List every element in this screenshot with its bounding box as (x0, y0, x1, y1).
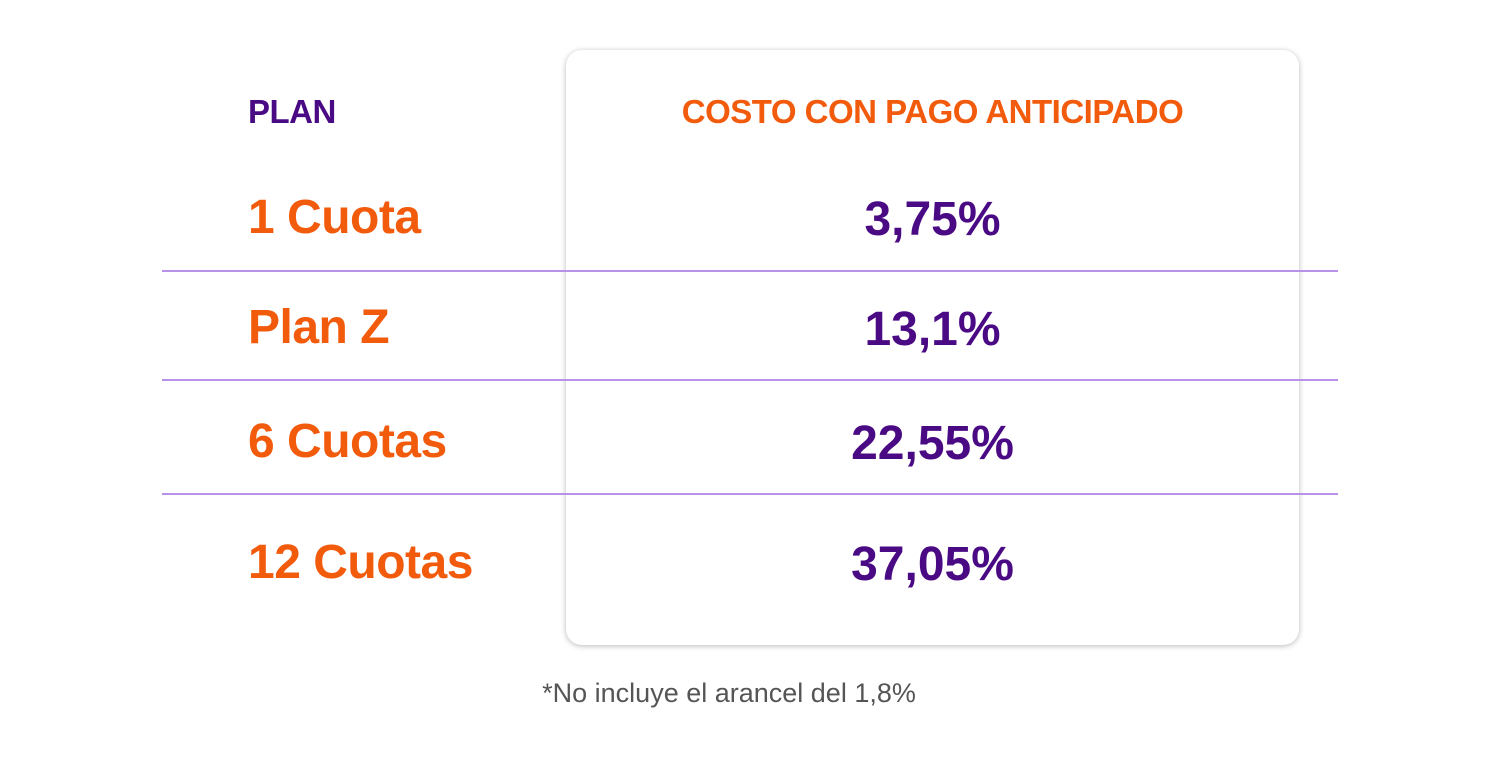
header-plan: PLAN (248, 93, 336, 130)
footnote: *No incluye el arancel del 1,8% (542, 678, 916, 708)
cost-value-6-cuotas: 22,55% (851, 417, 1014, 470)
plan-label-1-cuota: 1 Cuota (248, 191, 421, 244)
cost-value-plan-z: 13,1% (864, 303, 1001, 356)
header-cost: COSTO CON PAGO ANTICIPADO (681, 93, 1184, 130)
cost-value-1-cuota: 3,75% (864, 193, 1001, 246)
cost-card (566, 50, 1299, 645)
row-divider (162, 379, 1338, 381)
row-divider (162, 270, 1338, 272)
plan-label-6-cuotas: 6 Cuotas (248, 415, 447, 468)
cost-value-12-cuotas: 37,05% (851, 538, 1014, 591)
row-divider (162, 493, 1338, 495)
plan-label-plan-z: Plan Z (248, 301, 390, 354)
plan-label-12-cuotas: 12 Cuotas (248, 536, 473, 589)
